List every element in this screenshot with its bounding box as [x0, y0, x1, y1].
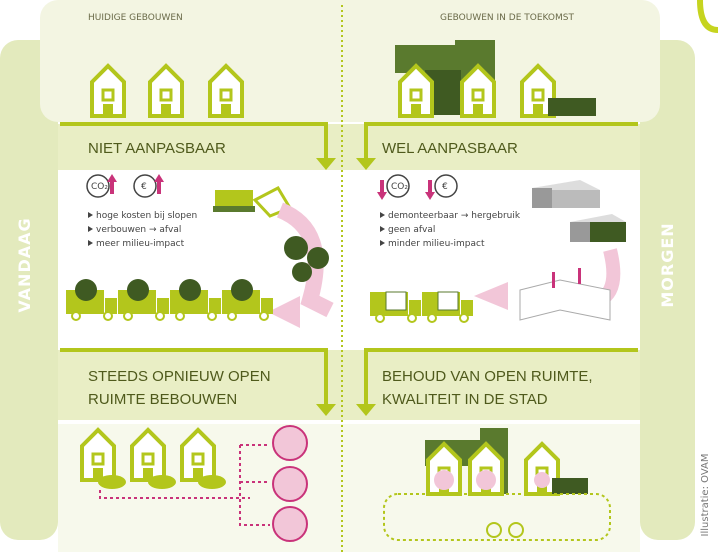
- heading: WEL AANPASBAAR: [382, 140, 518, 157]
- heading: BEHOUD VAN OPEN RUIMTE,: [382, 368, 593, 385]
- icon-label: CO₂: [91, 182, 108, 192]
- arrow: [316, 158, 336, 170]
- bullet: geen afval: [388, 225, 435, 235]
- banner: [58, 350, 640, 420]
- side-label: VANDAAG: [15, 217, 34, 312]
- heading: KWALITEIT IN DE STAD: [382, 391, 548, 408]
- header-left: HUIDIGE GEBOUWEN: [88, 13, 183, 23]
- top-panel: [40, 0, 660, 122]
- arrow: [356, 404, 376, 416]
- bullet: meer milieu-impact: [96, 239, 185, 249]
- arrow: [316, 404, 336, 416]
- banner-line: [364, 348, 638, 406]
- side-band: [640, 40, 695, 540]
- banner-line: [60, 122, 328, 160]
- arrow: [356, 158, 376, 170]
- middle-right-icons: [369, 174, 626, 323]
- middle-left-icons: [65, 174, 334, 328]
- icon-label: €: [141, 182, 147, 192]
- bullet: minder milieu-impact: [388, 239, 485, 249]
- bottom-left-icons: [80, 425, 308, 542]
- heading: RUIMTE BEBOUWEN: [88, 391, 237, 408]
- corner-mark: [697, 0, 718, 33]
- banner-line: [60, 348, 328, 406]
- houses: [90, 40, 596, 118]
- side-label: MORGEN: [658, 222, 677, 307]
- side-band: [0, 40, 58, 540]
- bullet: hoge kosten bij slopen: [96, 211, 197, 221]
- heading: STEEDS OPNIEUW OPEN: [88, 368, 271, 385]
- bullet: demonteerbaar → hergebruik: [388, 211, 521, 221]
- header-right: GEBOUWEN IN DE TOEKOMST: [440, 13, 574, 23]
- bullet: verbouwen → afval: [96, 225, 181, 235]
- bottom-right-icons: [383, 428, 611, 541]
- heading: NIET AANPASBAAR: [88, 140, 226, 157]
- banner-line: [364, 122, 638, 160]
- credit: Illustratie: OVAM: [700, 454, 711, 537]
- icon-label: CO₂: [391, 182, 408, 192]
- banner: [58, 124, 640, 170]
- icon-label: €: [442, 182, 448, 192]
